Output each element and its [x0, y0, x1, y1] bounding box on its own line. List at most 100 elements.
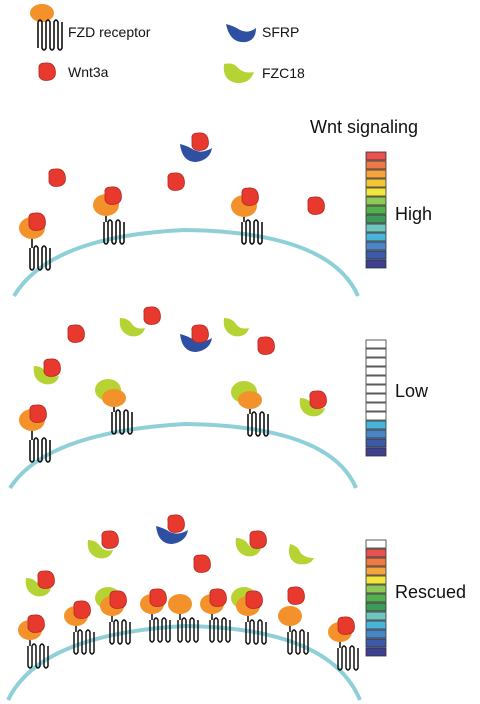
panel-rescued	[6, 514, 362, 701]
fzd-receptor	[93, 186, 125, 245]
fzc18-icon	[223, 63, 254, 84]
meter-segment	[365, 151, 387, 161]
meter-segment	[365, 557, 387, 567]
state-label-rescued: Rescued	[395, 582, 466, 602]
fzc18-icon	[289, 544, 314, 565]
fzd-receptor	[18, 614, 49, 669]
legend-fzc18-label: FZC18	[262, 65, 305, 81]
fzd-receptor	[278, 606, 309, 655]
legend-sfrp: SFRP	[226, 24, 299, 43]
signaling-meter	[365, 539, 387, 657]
meter-segment	[365, 241, 387, 251]
legend-fzd-label: FZD receptor	[68, 24, 151, 40]
legend: FZD receptor Wnt3a SFRP FZC18	[30, 4, 305, 84]
wnt3a-icon	[37, 570, 55, 589]
panel-low	[8, 306, 358, 490]
sfrp-icon	[226, 24, 256, 43]
meter-segment	[365, 566, 387, 576]
fzd-receptor	[231, 187, 263, 245]
signaling-title: Wnt signaling	[310, 117, 418, 137]
state-label-high: High	[395, 204, 432, 224]
meter-segment	[365, 420, 387, 430]
sfrp-wnt-complex	[180, 132, 212, 162]
wnt3a-icon	[67, 324, 85, 343]
wnt3a-icon	[191, 324, 209, 343]
meter-segment	[365, 232, 387, 242]
meter-segment	[365, 411, 387, 421]
meter-segment	[365, 160, 387, 170]
rescued-receptors	[18, 587, 359, 671]
meter-segment	[365, 375, 387, 385]
fzd-receptor	[19, 212, 51, 271]
meter-segment	[365, 250, 387, 260]
meter-segment	[365, 539, 387, 549]
meter-segment	[365, 447, 387, 457]
wnt3a-icon	[43, 358, 61, 377]
wnt3a-icon	[249, 530, 267, 549]
meter-segment	[365, 629, 387, 639]
wnt3a-icon	[191, 132, 209, 151]
meter-segment	[365, 169, 387, 179]
fzc18-icon	[223, 318, 249, 337]
wnt3a-icon	[307, 196, 325, 215]
fzd-receptor	[19, 404, 51, 463]
meter-segment	[365, 205, 387, 215]
wnt3a-icon	[287, 586, 305, 605]
wnt3a-icon	[28, 212, 46, 231]
meter-segment	[365, 348, 387, 358]
fzd-receptor	[328, 616, 359, 671]
meter-segment	[365, 638, 387, 648]
wnt3a-icon	[38, 62, 56, 81]
meter-segment	[365, 602, 387, 612]
meter-segment	[365, 339, 387, 349]
fzc18-wnt-complex	[33, 358, 61, 385]
meter-segment	[365, 259, 387, 269]
fzd-receptor-fzc18	[95, 379, 133, 435]
meter-segment	[365, 178, 387, 188]
legend-fzd-receptor: FZD receptor	[30, 4, 151, 51]
fzd-receptor	[140, 588, 171, 643]
legend-wnt-label: Wnt3a	[68, 64, 109, 80]
wnt3a-icon	[101, 530, 119, 549]
legend-fzc18: FZC18	[223, 63, 305, 84]
meter-segment	[365, 611, 387, 621]
meter-segment	[365, 593, 387, 603]
wnt3a-icon	[241, 187, 259, 206]
meter-segment	[365, 223, 387, 233]
wnt3a-icon	[167, 514, 185, 533]
meter-segment	[365, 196, 387, 206]
cell-membrane	[6, 623, 362, 701]
meter-segment	[365, 393, 387, 403]
wnt3a-icon	[167, 172, 185, 191]
meter-segment	[365, 584, 387, 594]
meter-segment	[365, 620, 387, 630]
fzd-receptor	[168, 594, 199, 643]
meter-segment	[365, 548, 387, 558]
legend-wnt3a: Wnt3a	[38, 62, 109, 81]
fzd-receptor	[95, 587, 131, 645]
sfrp-wnt-complex	[156, 514, 188, 544]
meter-segment	[365, 187, 387, 197]
meter-segment	[365, 438, 387, 448]
wnt3a-icon	[193, 554, 211, 573]
meter-segment	[365, 357, 387, 367]
wnt3a-icon	[48, 168, 66, 187]
signaling-meter	[365, 151, 387, 269]
meter-segment	[365, 647, 387, 657]
state-label-low: Low	[395, 381, 429, 401]
sfrp-wnt-complex	[180, 324, 212, 352]
legend-sfrp-label: SFRP	[262, 24, 299, 40]
meter-segment	[365, 402, 387, 412]
fzc18-icon	[119, 318, 145, 337]
wnt3a-icon	[104, 186, 122, 205]
meter-segment	[365, 366, 387, 376]
panel-high	[12, 132, 360, 298]
fzc18-wnt-complex	[299, 390, 327, 417]
fzd-receptor-fzc18	[231, 381, 269, 437]
wnt3a-icon	[143, 306, 161, 325]
meter-segment	[365, 429, 387, 439]
signaling-meters	[365, 151, 387, 657]
wnt3a-icon	[257, 336, 275, 355]
fzd-receptor	[200, 588, 231, 643]
